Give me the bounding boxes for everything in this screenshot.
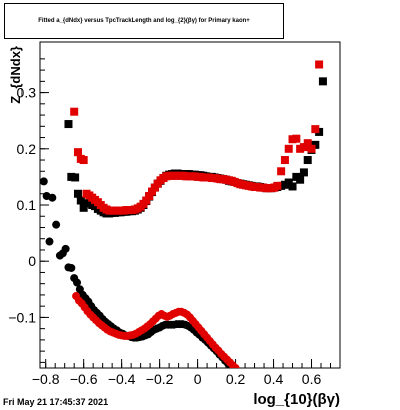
y-tick-label: 0.1 (17, 197, 37, 213)
x-tick-label: 0.4 (264, 371, 284, 387)
x-tick-label: −0.4 (108, 371, 136, 387)
x-axis-label: log_{10}(βγ) (253, 391, 340, 408)
data-point (73, 148, 82, 157)
data-point (73, 189, 82, 198)
y-tick-label: 0.2 (17, 141, 37, 157)
y-tick-label: 0 (28, 253, 36, 269)
data-point (73, 278, 82, 287)
data-point (70, 107, 79, 116)
x-tick-label: −0.6 (70, 371, 98, 387)
data-point (61, 244, 70, 253)
chart-title: Fitted a_{dNdx} versus TpcTrackLength an… (38, 18, 250, 24)
data-point (311, 125, 320, 134)
data-point (318, 77, 327, 86)
data-point (40, 177, 48, 186)
data-point (71, 173, 80, 182)
data-point (299, 168, 308, 177)
data-point (280, 156, 289, 165)
data-point (64, 120, 73, 129)
data-point (307, 144, 316, 153)
data-layer (40, 60, 327, 368)
y-axis-label: Z_{dNdx} (8, 46, 23, 104)
data-point (303, 139, 312, 148)
data-point (79, 203, 88, 212)
data-point (303, 156, 312, 165)
timestamp-footer: Fri May 21 17:45:37 2021 (3, 397, 109, 407)
x-tick-label: −0.8 (32, 371, 60, 387)
data-point (315, 60, 324, 69)
data-point (288, 182, 297, 191)
title-box: Fitted a_{dNdx} versus TpcTrackLength an… (4, 3, 284, 39)
x-tick-label: 0.2 (226, 371, 246, 387)
x-tick-label: −0.2 (146, 371, 174, 387)
data-point (76, 196, 85, 205)
data-point (79, 156, 88, 165)
data-point (231, 364, 240, 368)
y-tick-label: 0.3 (17, 85, 37, 101)
x-tick-label: 0.6 (302, 371, 322, 387)
data-point (296, 175, 305, 184)
data-point (145, 192, 154, 201)
data-point (273, 181, 282, 190)
data-point (292, 134, 301, 143)
data-point (142, 196, 151, 205)
data-point (284, 144, 293, 153)
data-point (277, 167, 286, 176)
y-tick-label: −0.1 (8, 309, 36, 325)
data-point (45, 237, 54, 246)
data-point (52, 220, 61, 229)
data-point (48, 193, 57, 202)
data-point (67, 263, 76, 272)
x-tick-label: 0 (194, 371, 202, 387)
